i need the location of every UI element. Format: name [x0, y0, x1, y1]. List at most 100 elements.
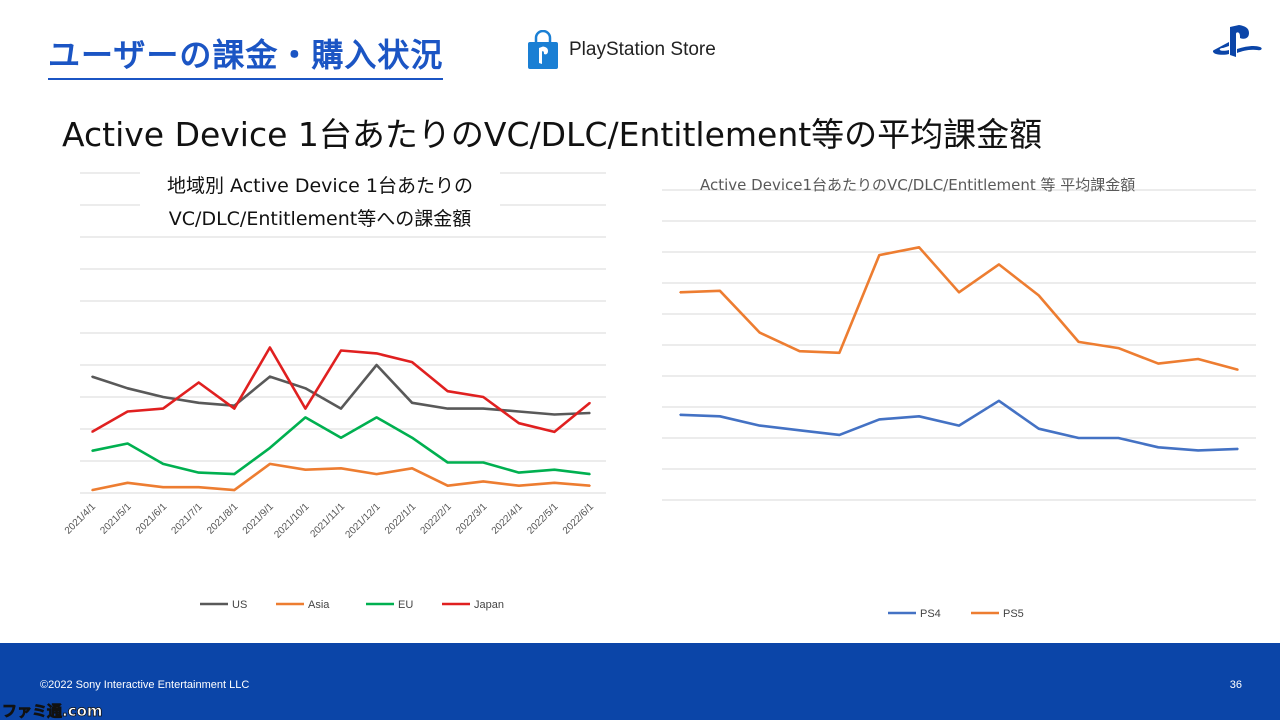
data-point-asia: [340, 467, 342, 470]
shopping-bag-icon: [528, 30, 558, 69]
watermark-logo: ファミ通.com: [2, 702, 103, 721]
legend-label-ps4: PS4: [920, 608, 941, 620]
data-point-japan: [589, 402, 591, 404]
data-point-eu: [269, 447, 271, 449]
footer-bar: ©2022 Sony Interactive Entertainment LLC…: [0, 643, 1280, 720]
data-point-ps5: [1197, 358, 1199, 360]
data-point-ps5: [1237, 369, 1239, 371]
x-tick-label: 2021/8/1: [205, 501, 241, 537]
data-point-asia: [482, 480, 485, 483]
legend-label-japan: Japan: [474, 599, 504, 611]
data-point-japan: [375, 352, 378, 355]
series-line-eu: [91, 416, 591, 476]
data-point-asia: [589, 484, 591, 487]
data-point-eu: [446, 461, 449, 464]
data-point-ps4: [878, 418, 881, 421]
series-line-japan: [91, 346, 591, 434]
data-point-japan: [269, 346, 271, 349]
data-point-ps5: [878, 254, 881, 256]
data-point-ps4: [679, 414, 681, 416]
data-point-asia: [126, 482, 129, 484]
data-point-ps4: [758, 424, 761, 427]
data-point-ps4: [918, 415, 920, 418]
x-tick-label: 2021/9/1: [241, 501, 277, 537]
data-point-us: [304, 387, 307, 390]
data-point-eu: [304, 416, 307, 419]
data-point-asia: [446, 484, 449, 487]
data-point-ps5: [798, 350, 801, 352]
data-point-ps4: [719, 415, 721, 418]
data-point-us: [197, 402, 200, 404]
x-tick-label: 2022/2/1: [419, 501, 455, 537]
data-point-eu: [589, 473, 591, 475]
data-point-us: [126, 387, 129, 390]
data-point-ps5: [1117, 347, 1120, 349]
data-point-eu: [126, 442, 129, 445]
x-tick-label: 2021/10/1: [272, 501, 312, 541]
page-number: 36: [1229, 679, 1242, 691]
data-point-asia: [518, 484, 520, 487]
x-tick-label: 2021/6/1: [134, 501, 170, 537]
data-point-us: [553, 413, 556, 416]
x-tick-label: 2022/3/1: [454, 501, 490, 537]
series-line-ps5: [679, 246, 1239, 372]
data-point-japan: [162, 407, 164, 410]
data-point-ps5: [838, 352, 841, 354]
data-point-japan: [126, 410, 129, 413]
x-tick-label: 2022/5/1: [525, 501, 561, 537]
data-point-us: [91, 375, 93, 378]
data-point-eu: [375, 416, 378, 419]
data-point-japan: [233, 407, 236, 410]
data-point-eu: [340, 436, 342, 439]
data-point-us: [162, 396, 164, 398]
data-point-ps4: [1237, 448, 1239, 450]
data-point-ps4: [798, 429, 801, 432]
legend-label-eu: EU: [398, 599, 413, 611]
data-point-asia: [269, 463, 271, 465]
store-label: PlayStation Store: [569, 39, 716, 60]
data-point-ps5: [679, 291, 681, 294]
data-point-japan: [482, 396, 485, 398]
data-point-asia: [91, 489, 93, 491]
slide-subtitle: Active Device 1台あたりのVC/DLC/Entitlement等の…: [62, 115, 1043, 154]
x-tick-label: 2021/4/1: [63, 501, 99, 537]
data-point-eu: [482, 461, 485, 464]
data-point-eu: [553, 468, 556, 471]
playstation-logo-icon: [1212, 25, 1262, 57]
data-point-japan: [197, 381, 200, 384]
copyright-text: ©2022 Sony Interactive Entertainment LLC: [40, 679, 250, 691]
data-point-ps4: [1077, 437, 1080, 439]
x-tick-label: 2022/4/1: [490, 501, 526, 537]
data-point-ps4: [958, 424, 960, 427]
data-point-ps4: [998, 400, 1000, 402]
data-point-ps5: [918, 246, 920, 249]
data-point-japan: [340, 349, 342, 352]
data-point-asia: [197, 486, 200, 489]
data-point-ps4: [1037, 427, 1040, 430]
data-point-ps4: [1197, 449, 1199, 452]
data-point-asia: [304, 468, 307, 471]
x-tick-label: 2021/12/1: [343, 501, 383, 541]
data-point-japan: [91, 431, 93, 433]
data-point-japan: [553, 431, 556, 433]
x-tick-label: 2022/6/1: [561, 501, 597, 537]
data-point-us: [482, 407, 485, 410]
data-point-us: [589, 412, 591, 414]
data-point-us: [518, 410, 520, 413]
data-point-eu: [91, 450, 93, 452]
left-chart-title-line1: 地域別 Active Device 1台あたりの: [167, 175, 473, 197]
data-point-ps5: [719, 290, 721, 292]
legend-label-asia: Asia: [308, 599, 330, 611]
data-point-us: [411, 402, 413, 404]
data-point-asia: [233, 489, 236, 491]
data-point-us: [375, 364, 378, 366]
data-point-ps4: [1157, 446, 1160, 449]
data-point-ps5: [958, 291, 960, 294]
data-point-asia: [411, 467, 413, 470]
data-point-us: [340, 407, 342, 410]
data-point-eu: [233, 473, 236, 475]
right-chart-title: Active Device1台あたりのVC/DLC/Entitlement 等 …: [700, 176, 1136, 194]
data-point-ps5: [1037, 294, 1040, 297]
left-chart-title: 地域別 Active Device 1台あたりの VC/DLC/Entitlem…: [140, 170, 500, 236]
x-tick-label: 2021/7/1: [170, 501, 206, 537]
